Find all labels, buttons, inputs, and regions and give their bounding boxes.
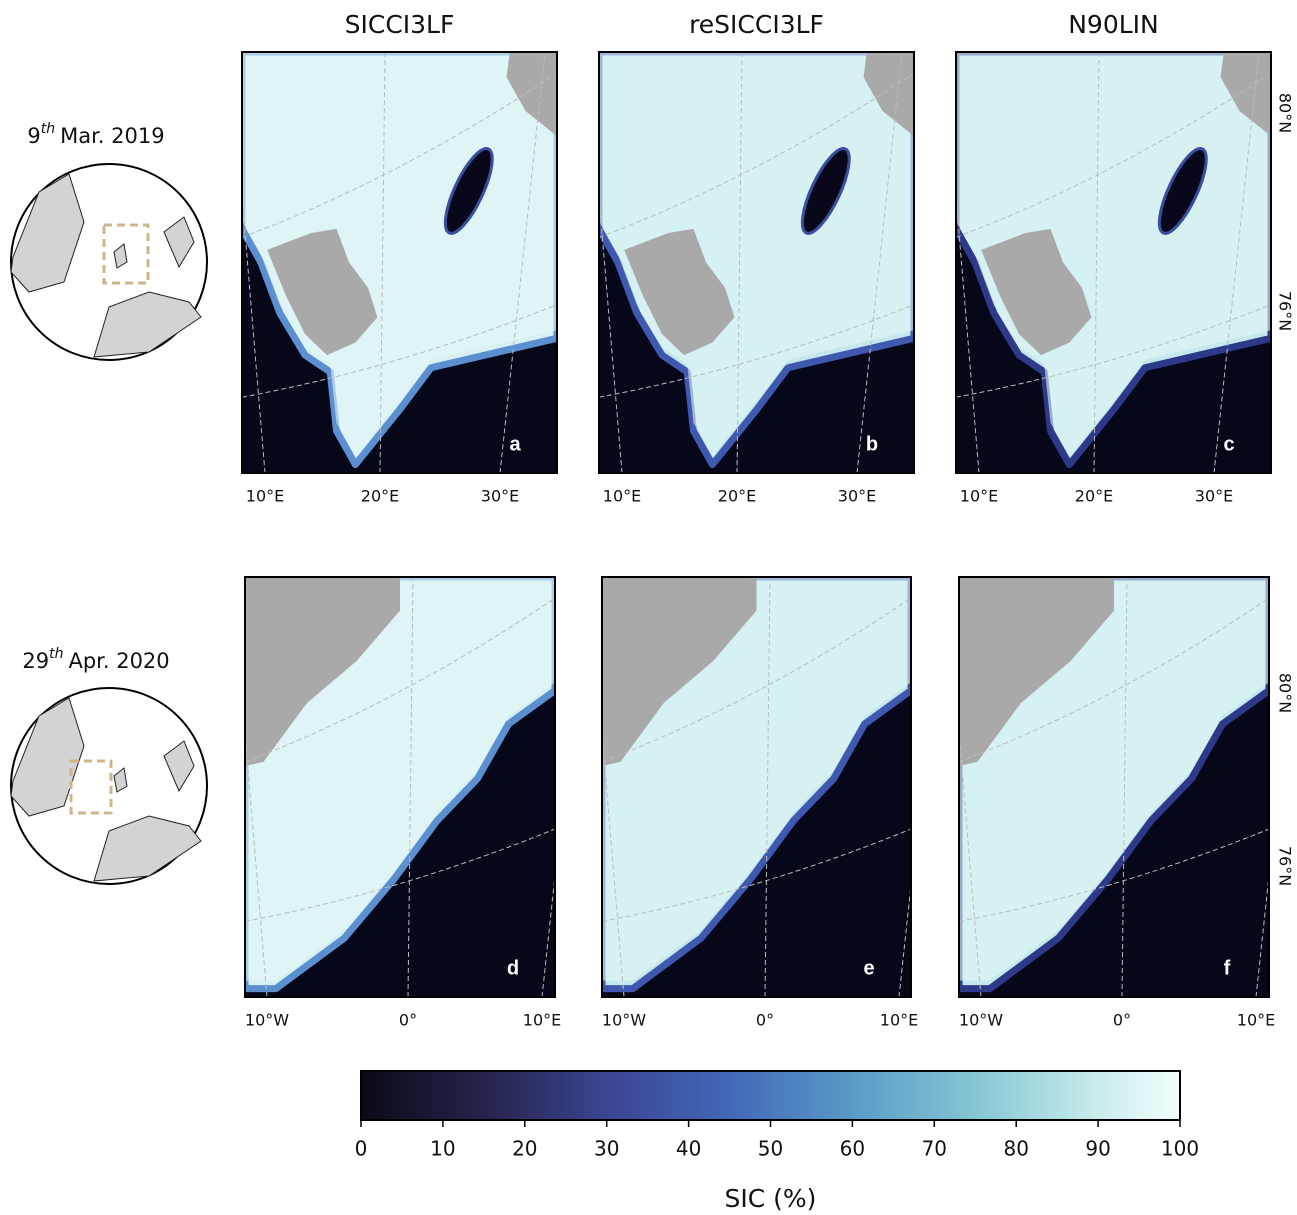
lon-label: 20°E (361, 487, 399, 506)
column-title: N90LIN (1068, 10, 1159, 39)
lat-label: 80°N (1276, 93, 1295, 133)
colorbar-label: SIC (%) (725, 1184, 817, 1213)
date-rest: Apr. 2020 (68, 649, 169, 673)
panel-letter: c (1223, 433, 1234, 455)
panel-letter: d (507, 957, 519, 979)
lat-label: 80°N (1276, 673, 1295, 713)
colorbar-tick-label: 50 (758, 1137, 783, 1161)
panel-letter: b (866, 433, 878, 455)
panel-letter: f (1224, 957, 1231, 979)
lon-label: 10°E (603, 487, 641, 506)
colorbar-tick-label: 80 (1003, 1137, 1028, 1161)
map-panel (587, 44, 914, 473)
colorbar-tick-label: 10 (430, 1137, 455, 1161)
colorbar-tick-label: 20 (512, 1137, 537, 1161)
row-date: 29th Apr. 2020 (22, 646, 169, 673)
colorbar-tick-label: 0 (355, 1137, 368, 1161)
lon-label: 10°E (880, 1011, 918, 1030)
lon-label: 10°W (245, 1011, 289, 1030)
map-panel (232, 569, 587, 997)
lon-label: 10°W (959, 1011, 1003, 1030)
map-panel (944, 44, 1271, 473)
colorbar-tick-label: 40 (676, 1137, 701, 1161)
lon-label: 10°E (1237, 1011, 1275, 1030)
lon-label: 0° (399, 1011, 417, 1030)
lon-label: 20°E (1075, 487, 1113, 506)
colorbar-tick-label: 70 (922, 1137, 947, 1161)
map-panel (946, 569, 1297, 997)
figure: SICCI3LFreSICCI3LFN90LIN9thMar. 2019a10°… (0, 0, 1297, 1215)
lon-label: 10°E (960, 487, 998, 506)
lon-label: 20°E (718, 487, 756, 506)
column-title: reSICCI3LF (689, 10, 824, 39)
map-panel (230, 44, 557, 473)
colorbar (361, 1071, 1180, 1120)
lon-label: 30°E (1195, 487, 1233, 506)
lon-label: 30°E (481, 487, 519, 506)
column-title: SICCI3LF (345, 10, 455, 39)
panel-letter: a (509, 433, 521, 455)
colorbar-tick-label: 60 (840, 1137, 865, 1161)
lon-label: 10°E (246, 487, 284, 506)
lat-label: 76°N (1276, 291, 1295, 331)
date-rest: Mar. 2019 (60, 124, 165, 148)
panel-letter: e (863, 957, 874, 979)
lon-label: 0° (1113, 1011, 1131, 1030)
date-day: 29 (22, 649, 49, 673)
date-suffix: th (41, 121, 55, 137)
row-date: 9th Mar. 2019 (27, 121, 164, 148)
lon-label: 10°W (602, 1011, 646, 1030)
colorbar-tick-label: 90 (1085, 1137, 1110, 1161)
colorbar-tick-label: 100 (1161, 1137, 1199, 1161)
date-suffix: th (49, 646, 63, 662)
date-day: 9 (27, 124, 40, 148)
map-panel (589, 569, 944, 997)
lon-label: 0° (756, 1011, 774, 1030)
colorbar-tick-label: 30 (594, 1137, 619, 1161)
lon-label: 30°E (838, 487, 876, 506)
lon-label: 10°E (523, 1011, 561, 1030)
lat-label: 76°N (1276, 846, 1295, 886)
